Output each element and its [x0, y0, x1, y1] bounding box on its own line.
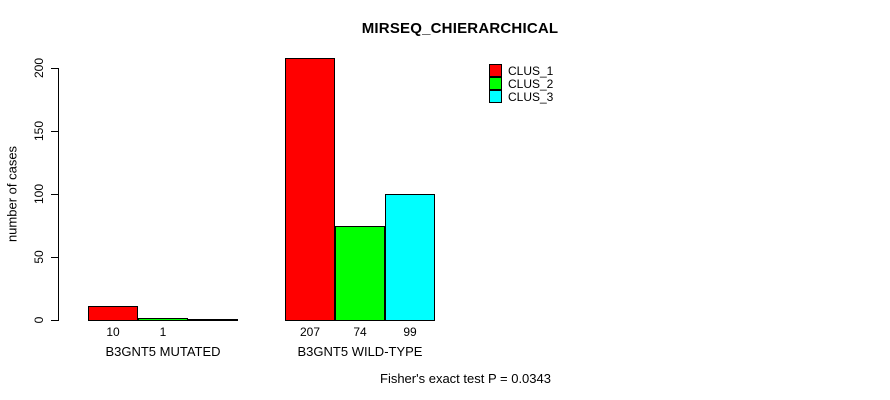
bar-clus_1-group1: [88, 306, 138, 321]
y-axis: [58, 68, 59, 321]
bar-clus_2-group1: [138, 318, 188, 321]
legend-swatch-icon: [489, 90, 502, 103]
legend-label: CLUS_1: [508, 63, 554, 78]
bar-clus_3-group2: [385, 194, 435, 321]
group-label: B3GNT5 WILD-TYPE: [297, 344, 423, 359]
legend-swatch-icon: [489, 64, 502, 77]
footnote: Fisher's exact test P = 0.0343: [380, 371, 551, 386]
bar-value-label: 10: [106, 325, 120, 339]
y-tick-mark: [51, 131, 58, 132]
y-tick-label: 200: [32, 57, 46, 79]
legend-item: CLUS_3: [489, 89, 554, 104]
legend-item: CLUS_2: [489, 76, 554, 91]
bar-clus_2-group2: [335, 226, 385, 321]
y-tick-label: 100: [32, 183, 46, 205]
bar-clus_3-group1: [188, 319, 238, 321]
bar-value-label: 99: [403, 325, 417, 339]
y-tick-label: 150: [32, 120, 46, 142]
bar-value-label: 74: [353, 325, 367, 339]
legend-label: CLUS_3: [508, 89, 554, 104]
y-axis-label: number of cases: [4, 145, 20, 243]
bar-value-label: 1: [159, 325, 167, 339]
y-tick-mark: [51, 257, 58, 258]
y-tick-mark: [51, 194, 58, 195]
legend-item: CLUS_1: [489, 63, 554, 78]
bar-value-label: 207: [299, 325, 321, 339]
y-tick-mark: [51, 320, 58, 321]
y-tick-mark: [51, 68, 58, 69]
y-tick-label: 50: [32, 250, 46, 264]
y-tick-label: 0: [32, 316, 46, 324]
bar-clus_1-group2: [285, 58, 335, 321]
group-label: B3GNT5 MUTATED: [105, 344, 221, 359]
legend-swatch-icon: [489, 77, 502, 90]
legend: CLUS_1 CLUS_2 CLUS_3: [489, 63, 554, 104]
legend-label: CLUS_2: [508, 76, 554, 91]
chart-title: MIRSEQ_CHIERARCHICAL: [361, 20, 559, 37]
